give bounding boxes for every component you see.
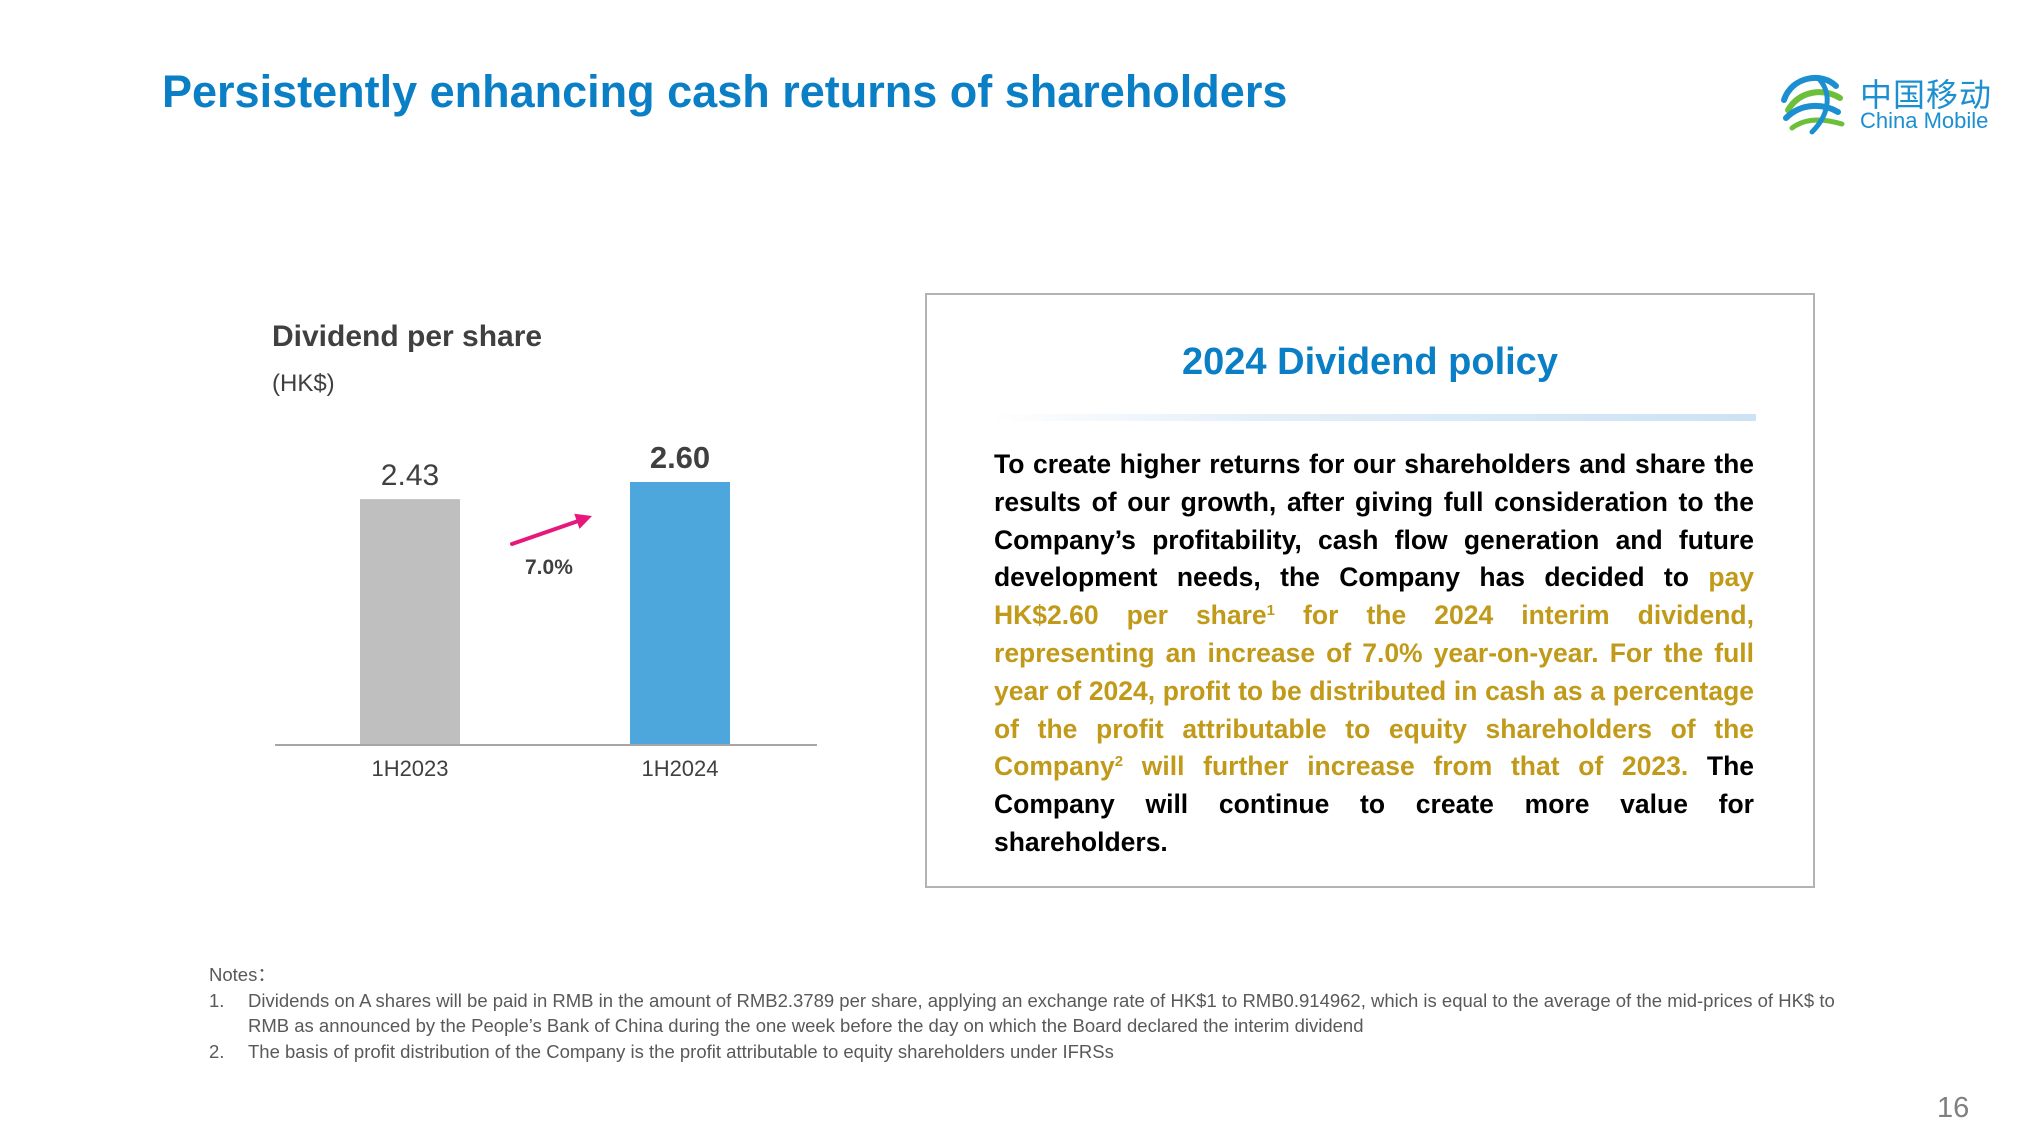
footnote-ref-2: 2	[1114, 753, 1124, 771]
note-item: 1. Dividends on A shares will be paid in…	[209, 988, 1839, 1039]
policy-highlight-comparison: will further increase from that of 2023.	[1123, 751, 1689, 782]
policy-highlight-increase: for the 2024 interim dividend, represent…	[994, 600, 1754, 782]
policy-text-outro: The Company will continue to create more…	[994, 751, 1755, 857]
bar-1h2023	[360, 499, 460, 744]
footnote-ref-1: 1	[1266, 602, 1275, 620]
growth-arrow	[510, 513, 592, 546]
data-label-1h2024: 2.60	[650, 440, 710, 475]
data-label-1h2023: 2.43	[381, 459, 439, 492]
logo-english-text: China Mobile	[1860, 108, 1989, 133]
bar-1h2024	[630, 482, 730, 744]
notes-heading: Notes：	[209, 964, 276, 985]
note-text: The basis of profit distribution of the …	[248, 1040, 1114, 1062]
category-label-1h2023: 1H2023	[371, 756, 448, 781]
policy-text: To create higher returns for our shareho…	[994, 446, 1754, 862]
note-number: 2.	[209, 1040, 225, 1062]
chart-title: Dividend per share	[272, 320, 543, 353]
dividend-policy-box: 2024 Dividend policy To create higher re…	[925, 293, 1815, 888]
dividend-bar-chart: 2.43 1H2023 2.60 1H2024	[275, 440, 817, 781]
category-label-1h2024: 1H2024	[641, 756, 718, 781]
policy-text-intro: To create higher returns for our shareho…	[994, 449, 1754, 593]
china-mobile-logo: 中国移动 China Mobile	[1778, 66, 2003, 140]
chart-unit: (HK$)	[272, 370, 335, 397]
notes-section: Notes： 1. Dividends on A shares will be …	[209, 962, 1839, 1064]
note-number: 1.	[209, 989, 225, 1011]
logo-swirl-icon	[1781, 75, 1845, 135]
note-item: 2. The basis of profit distribution of t…	[209, 1039, 1839, 1065]
page-number: 16	[1937, 1092, 1970, 1124]
logo-chinese-text: 中国移动	[1860, 76, 1993, 114]
policy-highlight-dividend: pay HK$2.60 per share	[994, 562, 1754, 631]
growth-percentage-label: 7.0%	[525, 556, 573, 579]
note-text: Dividends on A shares will be paid in RM…	[248, 989, 1835, 1037]
policy-divider	[990, 414, 1756, 421]
policy-title: 2024 Dividend policy	[1182, 341, 1558, 383]
page-title: Persistently enhancing cash returns of s…	[162, 66, 1288, 117]
